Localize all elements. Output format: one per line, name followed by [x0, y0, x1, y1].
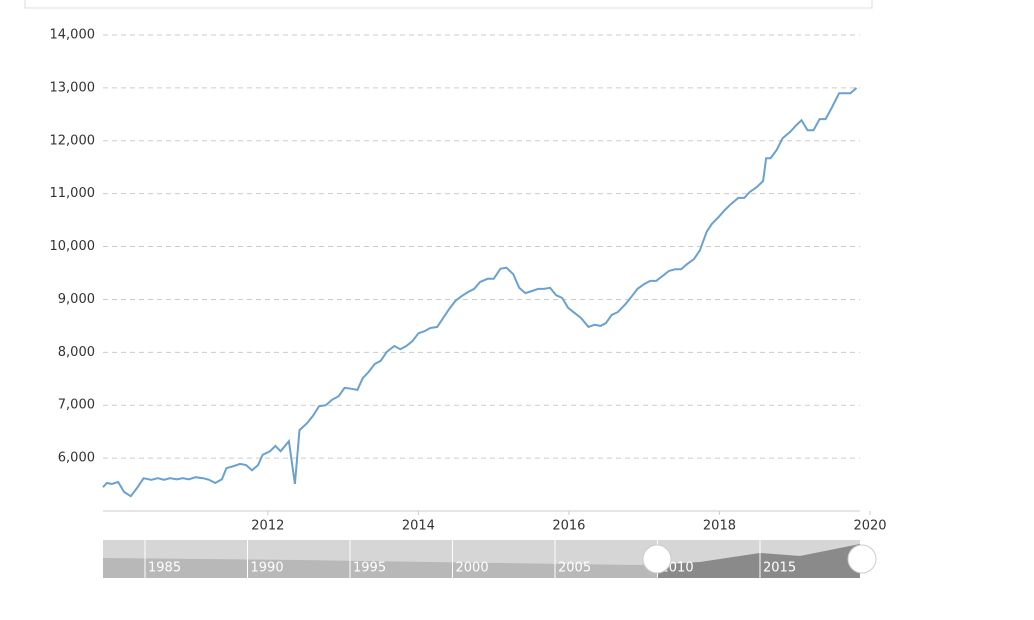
- x-tick-label: 2014: [402, 519, 435, 534]
- y-tick-label: 12,000: [50, 133, 96, 148]
- y-tick-label: 13,000: [50, 80, 96, 95]
- navigator[interactable]: 1985 1990 1995 2000 2005 2010 2015: [103, 540, 877, 578]
- y-tick-label: 11,000: [50, 186, 96, 201]
- y-tick-label: 9,000: [58, 292, 95, 307]
- series-line: [102, 87, 858, 498]
- x-tick-label: 2020: [853, 519, 886, 534]
- navigator-label: 1985: [148, 561, 181, 576]
- navigator-label: 2000: [456, 561, 489, 576]
- navigator-label: 1990: [251, 561, 284, 576]
- navigator-label: 2015: [763, 561, 796, 576]
- navigator-label: 2005: [558, 561, 591, 576]
- navigator-selected: [657, 544, 860, 578]
- y-tick-label: 14,000: [50, 28, 96, 43]
- x-tick-label: 2016: [552, 519, 585, 534]
- navigator-handle[interactable]: [847, 544, 877, 574]
- x-tick-label: 2012: [251, 519, 284, 534]
- y-tick-label: 6,000: [58, 451, 95, 466]
- x-tick-label: 2018: [703, 519, 736, 534]
- y-tick-label: 8,000: [58, 345, 95, 360]
- navigator-label: 1995: [353, 561, 386, 576]
- y-tick-label: 10,000: [50, 239, 96, 254]
- y-tick-label: 7,000: [58, 398, 95, 413]
- top-bar: [24, 0, 873, 9]
- navigator-handle[interactable]: [642, 544, 672, 574]
